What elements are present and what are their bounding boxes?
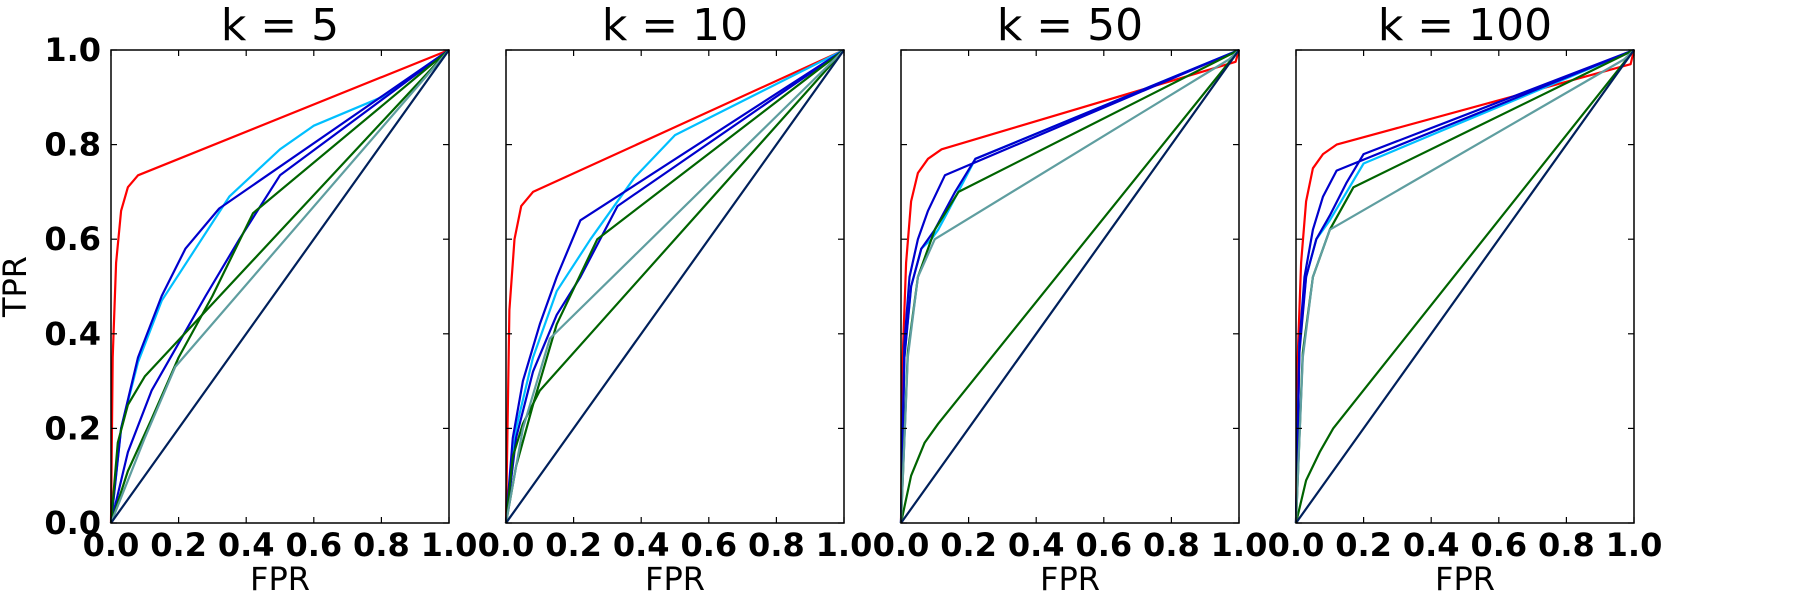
- roc-curve-4: [899, 48, 1240, 524]
- y-tick-label: 0.6: [44, 220, 101, 258]
- x-tick-label: 1.0: [816, 526, 873, 564]
- roc-curve-7: [109, 49, 450, 524]
- x-axis-label: FPR: [1040, 560, 1100, 597]
- y-tick-label: 0.4: [44, 315, 101, 353]
- roc-curve-8: [900, 49, 1240, 524]
- x-tick-label: 1.0: [1606, 526, 1663, 564]
- roc-curve-4: [504, 49, 845, 524]
- x-tick-label: 0.6: [285, 526, 342, 564]
- x-tick-label: 0.8: [748, 526, 805, 564]
- roc-curve-8: [110, 49, 450, 524]
- x-tick-label: 1.0: [421, 526, 478, 564]
- y-axis-label: TPR: [0, 256, 34, 318]
- x-tick-label: 0.6: [680, 526, 737, 564]
- y-tick-label: 0.0: [44, 504, 101, 542]
- x-tick-label: 0.4: [218, 526, 275, 564]
- plot-frame: [1295, 49, 1635, 524]
- panel-title: k = 5: [221, 0, 339, 51]
- roc-panel-2: k = 10 0.0 0.2 0.4 0.6 0.8 1.0 FPR: [478, 0, 873, 597]
- roc-curve-7: [899, 49, 1240, 524]
- roc-curve-5: [109, 49, 450, 524]
- panel-title: k = 100: [1378, 0, 1552, 51]
- roc-curve-3: [504, 49, 845, 524]
- x-tick-label: 0.4: [1403, 526, 1460, 564]
- x-axis-label: FPR: [645, 560, 705, 597]
- x-tick-label: 0.8: [1538, 526, 1595, 564]
- x-axis-label: FPR: [250, 560, 310, 597]
- roc-panel-3: k = 50 0.0 0.2 0.4 0.6 0.8 1.0 FPR: [873, 0, 1268, 597]
- roc-curve-5: [504, 49, 845, 524]
- roc-curve-1: [504, 48, 845, 524]
- roc-curve-5: [899, 49, 1240, 524]
- y-tick-label: 0.2: [44, 409, 101, 447]
- panel-title: k = 10: [602, 0, 748, 51]
- x-tick-label: 0.2: [940, 526, 997, 564]
- x-axis-label: FPR: [1435, 560, 1495, 597]
- plot-frame: [900, 49, 1240, 524]
- roc-curve-3: [899, 48, 1240, 524]
- x-tick-label: 0.0: [83, 526, 140, 564]
- plot-frame: [110, 49, 450, 524]
- x-tick-label: 0.0: [873, 526, 930, 564]
- x-tick-label: 0.2: [150, 526, 207, 564]
- y-tick-label: 1.0: [44, 31, 101, 69]
- x-tick-label: 0.6: [1470, 526, 1527, 564]
- x-tick-label: 0.2: [1335, 526, 1392, 564]
- x-tick-label: 0.4: [613, 526, 670, 564]
- roc-curve-7: [1294, 49, 1635, 524]
- roc-curve-7: [504, 49, 845, 524]
- y-tick-label: 0.8: [44, 126, 101, 164]
- x-tick-label: 0.6: [1075, 526, 1132, 564]
- panel-title: k = 50: [997, 0, 1143, 51]
- roc-curve-6: [109, 49, 450, 524]
- x-tick-label: 0.8: [353, 526, 410, 564]
- roc-panel-1: k = 5 0.0 0.2 0.4 0.6 0.8 1.0 0.0 0.2 0.4 0.6 0.8 1.…: [0, 0, 477, 597]
- plot-frame: [505, 49, 845, 524]
- x-tick-label: 0.2: [545, 526, 602, 564]
- x-tick-label: 0.8: [1143, 526, 1200, 564]
- roc-panel-4: k = 100 0.0 0.2 0.4 0.6 0.8 1.0 FPR: [1268, 0, 1663, 597]
- x-tick-label: 0.0: [478, 526, 535, 564]
- roc-curve-4: [109, 49, 450, 524]
- x-tick-label: 0.4: [1008, 526, 1065, 564]
- roc-curve-1: [109, 48, 450, 524]
- roc-curve-2: [504, 49, 845, 524]
- x-tick-label: 0.0: [1268, 526, 1325, 564]
- roc-curve-8: [1295, 49, 1635, 524]
- roc-curve-8: [505, 49, 845, 524]
- x-tick-label: 1.0: [1211, 526, 1268, 564]
- roc-curve-4: [1294, 48, 1635, 524]
- roc-curve-5: [1294, 49, 1635, 524]
